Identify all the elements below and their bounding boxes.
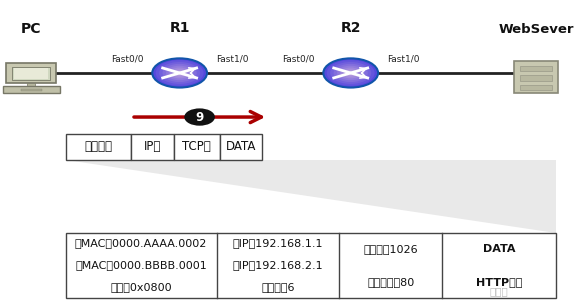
Text: 目MAC：0000.BBBB.0001: 目MAC：0000.BBBB.0001: [76, 260, 207, 270]
Circle shape: [173, 69, 187, 77]
Text: 源IP：192.168.1.1: 源IP：192.168.1.1: [233, 238, 323, 248]
Circle shape: [152, 58, 207, 88]
Text: DATA: DATA: [226, 140, 256, 154]
Circle shape: [330, 62, 371, 84]
Circle shape: [166, 66, 193, 80]
Text: 源端口号1026: 源端口号1026: [363, 244, 418, 254]
Text: WebSever: WebSever: [498, 23, 574, 36]
Text: Fast1/0: Fast1/0: [387, 54, 419, 63]
Text: TCP头: TCP头: [182, 140, 211, 154]
Text: Fast1/0: Fast1/0: [216, 54, 248, 63]
Circle shape: [170, 67, 190, 78]
Bar: [66, 233, 556, 298]
Polygon shape: [66, 160, 556, 233]
Text: 协议号：6: 协议号：6: [261, 282, 295, 292]
Text: DATA: DATA: [483, 244, 515, 254]
FancyBboxPatch shape: [520, 75, 553, 81]
FancyBboxPatch shape: [3, 86, 59, 93]
Circle shape: [340, 67, 361, 78]
Text: 9: 9: [195, 111, 204, 123]
Text: Fast0/0: Fast0/0: [282, 54, 314, 63]
FancyBboxPatch shape: [520, 85, 553, 90]
Text: Fast0/0: Fast0/0: [111, 54, 144, 63]
Circle shape: [156, 60, 203, 86]
Text: 源MAC：0000.AAAA.0002: 源MAC：0000.AAAA.0002: [75, 238, 207, 248]
FancyBboxPatch shape: [520, 66, 553, 71]
Text: R1: R1: [170, 21, 190, 35]
Circle shape: [347, 71, 354, 75]
Text: 亿速云: 亿速云: [490, 286, 508, 296]
Text: PC: PC: [21, 22, 42, 36]
Text: 目的端口号80: 目的端口号80: [367, 277, 414, 287]
Text: 以太网头: 以太网头: [84, 140, 112, 154]
Circle shape: [185, 109, 214, 125]
Bar: [174, 134, 220, 160]
FancyBboxPatch shape: [15, 68, 48, 78]
Bar: [66, 134, 131, 160]
Text: 目IP：192.168.2.1: 目IP：192.168.2.1: [233, 260, 323, 270]
Bar: [220, 134, 263, 160]
Circle shape: [337, 66, 364, 80]
Circle shape: [159, 62, 200, 84]
Text: R2: R2: [340, 21, 361, 35]
Circle shape: [163, 64, 197, 82]
Circle shape: [176, 71, 183, 75]
Bar: [131, 134, 174, 160]
FancyBboxPatch shape: [514, 61, 558, 93]
FancyBboxPatch shape: [12, 67, 51, 80]
Text: HTTP荷载: HTTP荷载: [476, 277, 522, 287]
FancyBboxPatch shape: [20, 89, 42, 91]
FancyBboxPatch shape: [6, 63, 56, 83]
FancyBboxPatch shape: [27, 83, 35, 86]
Text: IP头: IP头: [144, 140, 162, 154]
Text: 类型：0x0800: 类型：0x0800: [110, 282, 172, 292]
Circle shape: [324, 58, 378, 88]
Circle shape: [327, 60, 375, 86]
Circle shape: [344, 69, 357, 77]
Circle shape: [333, 64, 368, 82]
